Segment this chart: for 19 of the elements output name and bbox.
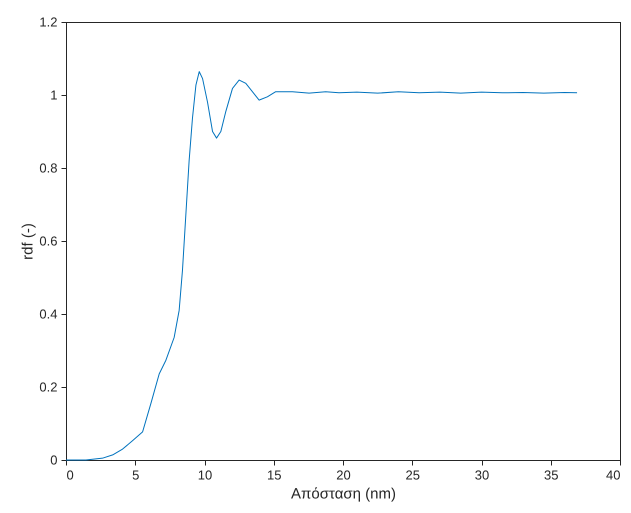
x-tick-label: 0 (66, 468, 74, 482)
x-tick-label: 35 (544, 468, 558, 482)
x-tick-label: 20 (336, 468, 351, 482)
y-tick-label: 0.2 (39, 380, 58, 394)
line-series (66, 71, 578, 460)
y-axis-title: rdf (-) (19, 223, 36, 260)
x-tick-label: 40 (606, 468, 620, 482)
x-tick-label: 25 (406, 468, 420, 482)
x-tick-label: 15 (267, 468, 282, 482)
x-axis-title: Απόσταση (nm) (291, 486, 396, 502)
y-tick-label: 1.2 (39, 14, 58, 30)
y-tick-label: 0 (50, 452, 58, 468)
y-tick-label: 0.6 (39, 234, 58, 248)
x-tick-label: 30 (474, 468, 490, 482)
y-tick-label: 1 (50, 88, 58, 102)
x-tick-label: 10 (198, 468, 212, 482)
y-tick-label: 0.4 (39, 306, 58, 322)
y-tick-label: 0.8 (39, 160, 58, 176)
x-tick-label: 5 (132, 468, 140, 482)
